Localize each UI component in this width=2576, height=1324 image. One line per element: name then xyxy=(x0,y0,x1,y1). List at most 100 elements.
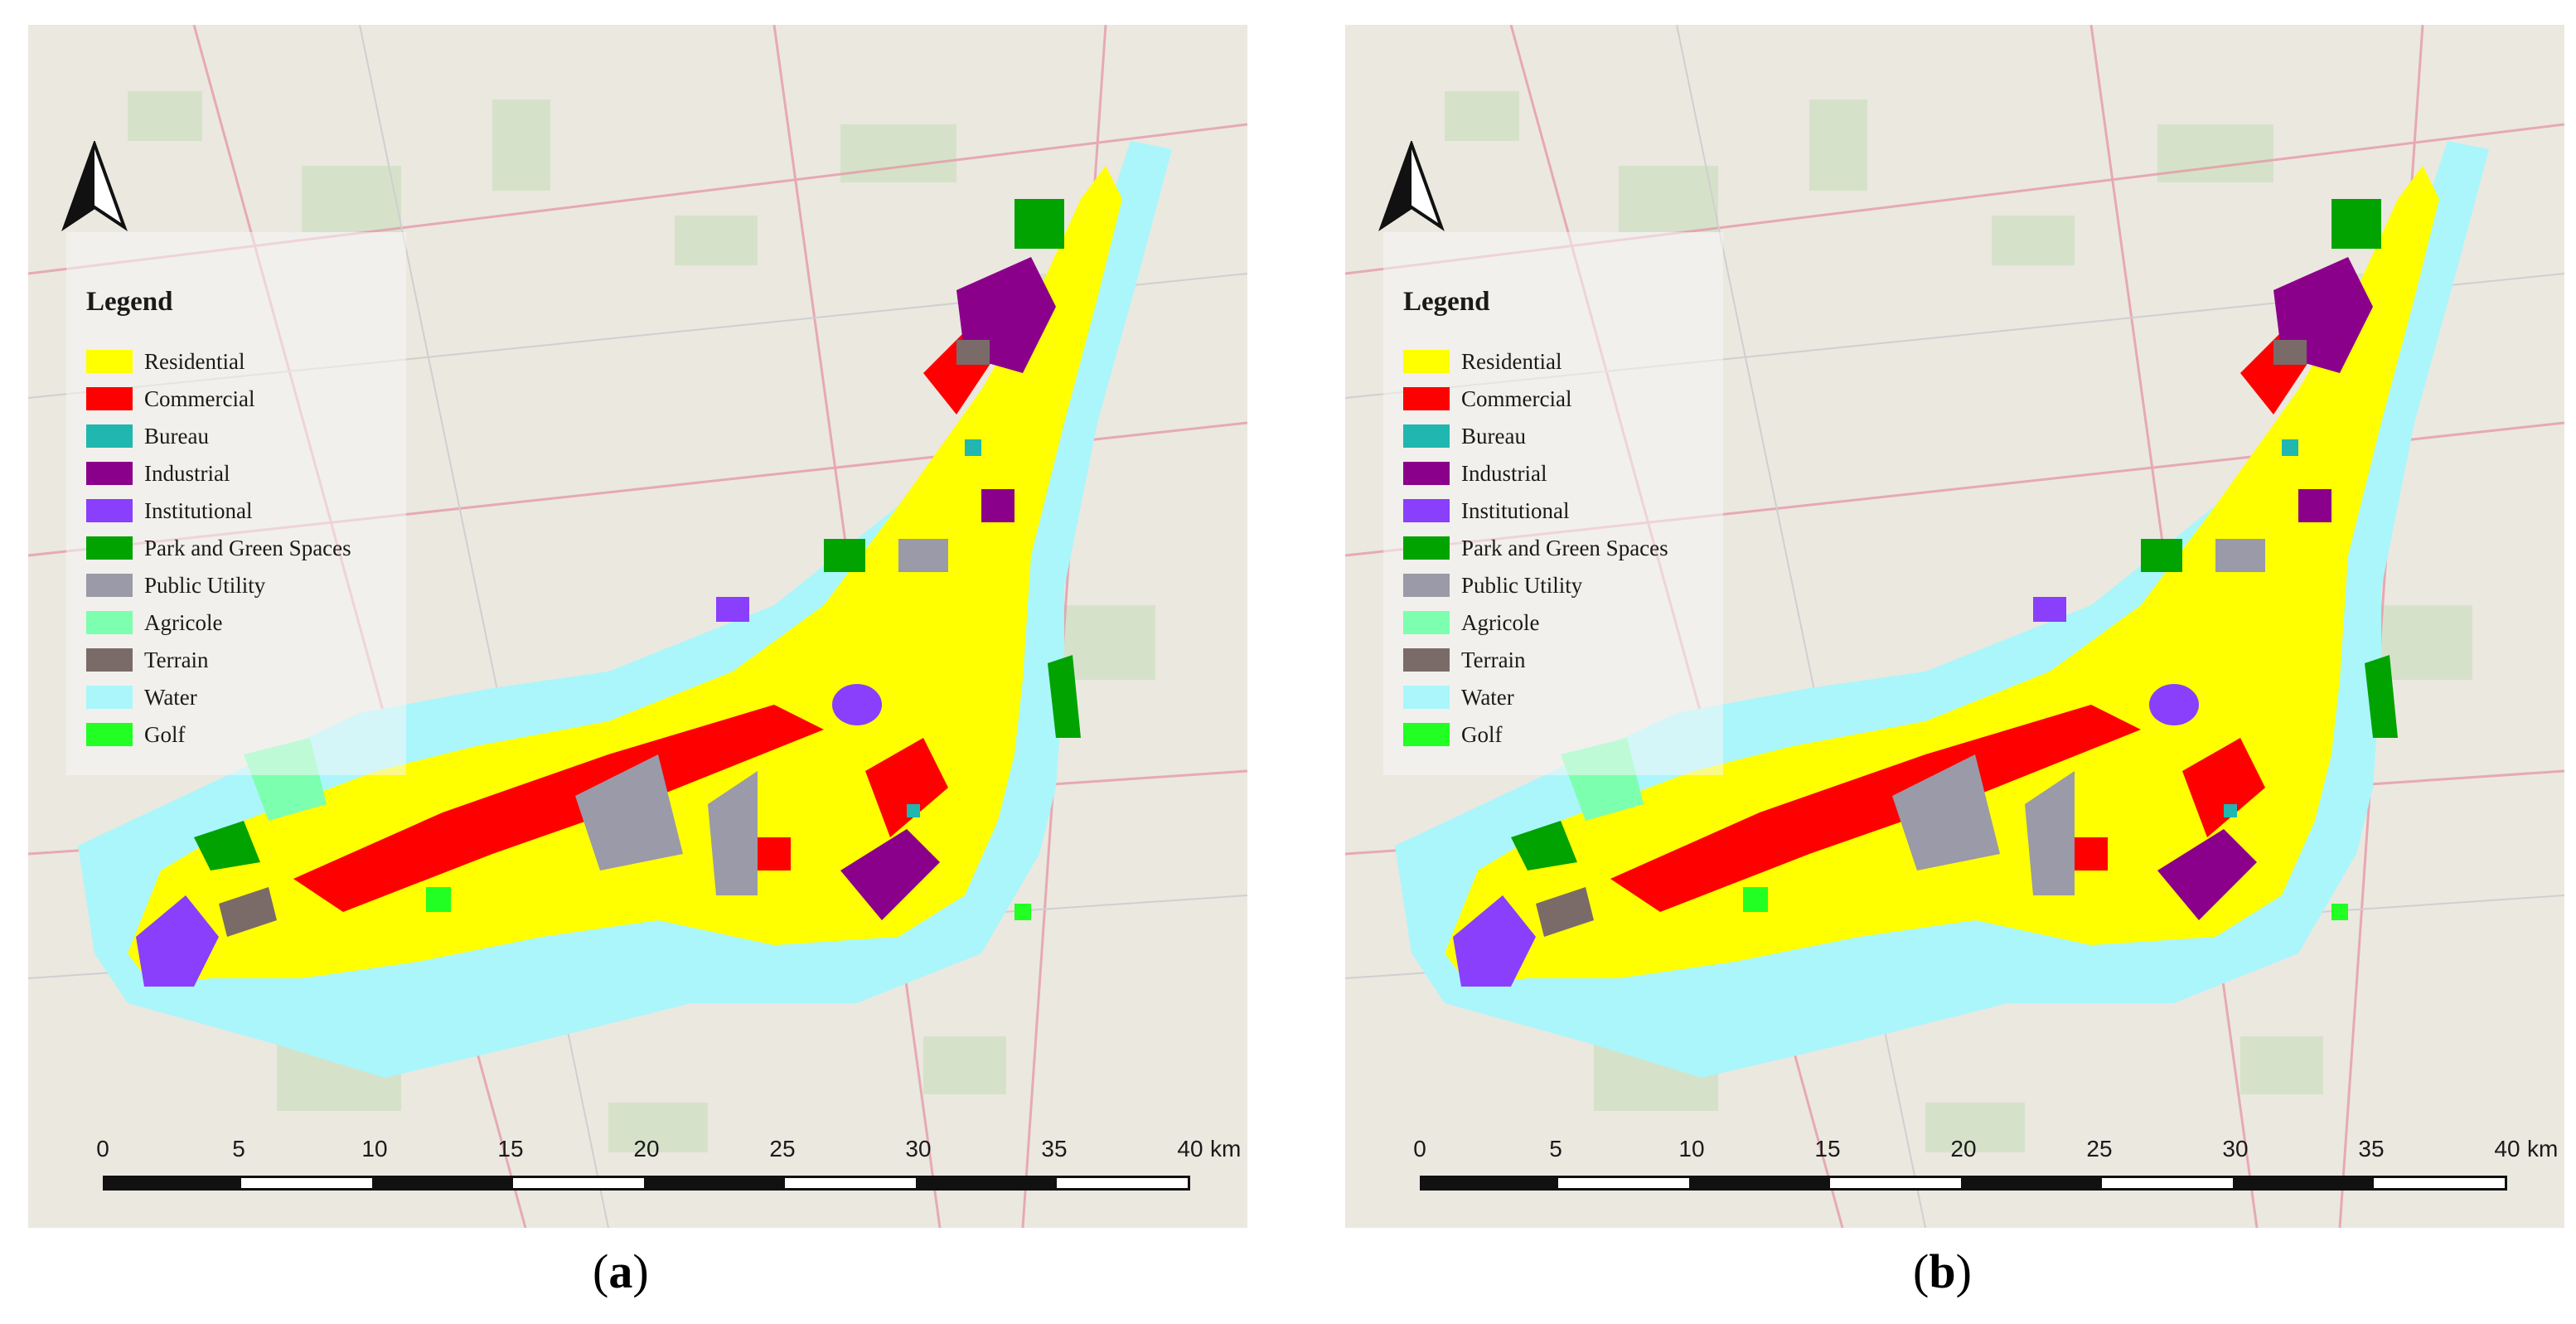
legend-item: Industrial xyxy=(86,460,230,487)
legend-item: Commercial xyxy=(86,386,254,412)
legend-swatch xyxy=(1403,536,1450,560)
scale-tick-label: 30 xyxy=(905,1136,932,1162)
legend-label: Commercial xyxy=(144,386,255,411)
legend-swatch xyxy=(1403,499,1450,522)
scale-segment xyxy=(1963,1176,2099,1191)
legend-label: Agricole xyxy=(144,609,223,635)
legend-item: Residential xyxy=(86,348,245,375)
scale-tick-label: 20 xyxy=(633,1136,660,1162)
scale-tick-label: 5 xyxy=(1549,1136,1562,1162)
caption-b: (b) xyxy=(1913,1244,1972,1298)
legend-label: Institutional xyxy=(1461,497,1570,523)
legend-item: Agricole xyxy=(1403,609,1539,636)
legend-swatch xyxy=(86,424,133,448)
scale-tick-label: 10 xyxy=(361,1136,388,1162)
legend-label: Golf xyxy=(1461,721,1503,747)
legend-item: Terrain xyxy=(86,647,209,673)
legend-swatch xyxy=(1403,611,1450,634)
legend-swatch xyxy=(1403,424,1450,448)
legend-title: Legend xyxy=(1403,287,1490,317)
scale-segment xyxy=(646,1176,782,1191)
legend-swatch xyxy=(86,611,133,634)
scale-tick-label: 20 xyxy=(1950,1136,1977,1162)
legend: Legend Residential Commercial Bureau Indust… xyxy=(1383,232,1723,775)
north-arrow-icon xyxy=(61,139,128,236)
legend-label: Water xyxy=(1461,684,1514,710)
legend-swatch xyxy=(1403,723,1450,746)
scale-segment xyxy=(1828,1176,1963,1191)
legend-swatch xyxy=(1403,648,1450,672)
legend-swatch xyxy=(86,462,133,485)
scale-segment xyxy=(1420,1176,1556,1191)
legend-label: Industrial xyxy=(1461,460,1547,486)
scale-bar: 0 5 10 15 20 25 30 35 40 km xyxy=(78,1136,1241,1202)
scale-tick-label: 25 xyxy=(769,1136,796,1162)
base-map xyxy=(28,25,1247,1228)
map-panel-b: Legend Residential Commercial Bureau Indust… xyxy=(1345,25,2564,1228)
legend-label: Institutional xyxy=(144,497,253,523)
scale-segment xyxy=(2235,1176,2371,1191)
legend-label: Public Utility xyxy=(144,572,266,598)
caption-a: (a) xyxy=(593,1244,649,1298)
legend-label: Commercial xyxy=(1461,386,1572,411)
legend-swatch xyxy=(86,350,133,373)
scale-tick-label: 0 xyxy=(1413,1136,1426,1162)
scale-segment xyxy=(1692,1176,1828,1191)
legend-swatch xyxy=(86,648,133,672)
scale-tick-label: 40 xyxy=(2494,1136,2520,1162)
legend-label: Terrain xyxy=(144,647,209,672)
scale-segment xyxy=(511,1176,646,1191)
scale-tick-label: 15 xyxy=(1814,1136,1841,1162)
scale-unit-label: km xyxy=(1210,1136,1242,1162)
scale-tick-label: 35 xyxy=(1041,1136,1068,1162)
scale-tick-label: 35 xyxy=(2358,1136,2385,1162)
legend-item: Bureau xyxy=(86,423,209,449)
legend-label: Water xyxy=(144,684,197,710)
legend-label: Park and Green Spaces xyxy=(1461,535,1668,560)
scale-tick-label: 0 xyxy=(96,1136,109,1162)
scale-segment xyxy=(1054,1176,1190,1191)
legend-title: Legend xyxy=(86,287,173,317)
legend-label: Residential xyxy=(1461,348,1562,374)
legend-swatch xyxy=(86,686,133,709)
scale-tick-label: 40 xyxy=(1177,1136,1203,1162)
legend-item: Terrain xyxy=(1403,647,1526,673)
scale-tick-label: 30 xyxy=(2222,1136,2249,1162)
legend-item: Institutional xyxy=(1403,497,1570,524)
legend-label: Bureau xyxy=(1461,423,1526,449)
legend-swatch xyxy=(86,499,133,522)
legend-label: Industrial xyxy=(144,460,230,486)
legend-item: Water xyxy=(86,684,197,710)
scale-tick-label: 25 xyxy=(2086,1136,2113,1162)
legend-item: Golf xyxy=(1403,721,1503,748)
legend-swatch xyxy=(1403,574,1450,597)
map-panel-a: Legend Residential Commercial Bureau Indust… xyxy=(28,25,1247,1228)
legend-swatch xyxy=(86,574,133,597)
legend-item: Water xyxy=(1403,684,1514,710)
legend-label: Park and Green Spaces xyxy=(144,535,351,560)
scale-segment xyxy=(2371,1176,2507,1191)
legend-label: Golf xyxy=(144,721,186,747)
legend-item: Park and Green Spaces xyxy=(1403,535,1668,561)
scale-tick-label: 10 xyxy=(1678,1136,1705,1162)
legend-item: Public Utility xyxy=(1403,572,1582,599)
legend-label: Residential xyxy=(144,348,245,374)
north-arrow-icon xyxy=(1378,139,1445,236)
scale-unit-label: km xyxy=(2527,1136,2559,1162)
legend-item: Industrial xyxy=(1403,460,1547,487)
scale-segment xyxy=(239,1176,375,1191)
legend-item: Park and Green Spaces xyxy=(86,535,351,561)
scale-tick-label: 15 xyxy=(497,1136,524,1162)
scale-segment xyxy=(2099,1176,2235,1191)
legend-swatch xyxy=(1403,462,1450,485)
legend-label: Terrain xyxy=(1461,647,1526,672)
legend-label: Bureau xyxy=(144,423,209,449)
legend-label: Agricole xyxy=(1461,609,1540,635)
legend-swatch xyxy=(86,723,133,746)
scale-segment xyxy=(918,1176,1054,1191)
scale-segment xyxy=(103,1176,239,1191)
scale-segment xyxy=(375,1176,511,1191)
legend-item: Public Utility xyxy=(86,572,265,599)
legend: Legend Residential Commercial Bureau Indust… xyxy=(66,232,406,775)
scale-tick-label: 5 xyxy=(232,1136,245,1162)
